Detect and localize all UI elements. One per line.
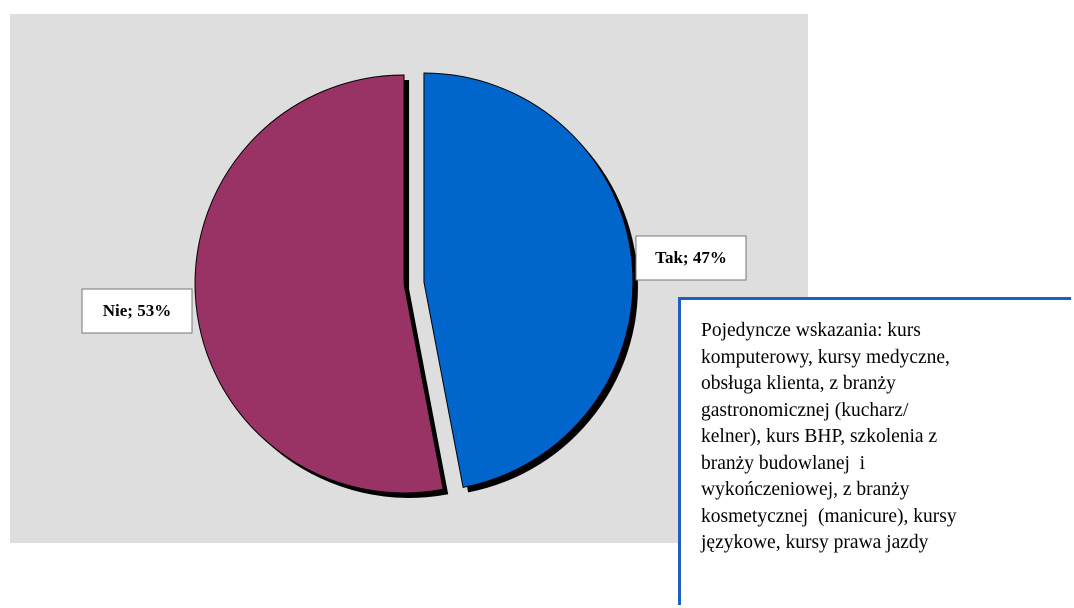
slice <box>423 72 634 488</box>
labels: Tak; 47% Nie; 53% <box>81 235 747 334</box>
annotation-line: obsługa klienta, z branży <box>701 373 896 394</box>
annotation-line: językowe, kursy prawa jazdy <box>701 532 929 553</box>
data-label: Tak; 47% <box>655 248 727 267</box>
annotation-line: Pojedyncze wskazania: kurs <box>701 320 921 341</box>
annotation-line: komputerowy, kursy medyczne, <box>701 346 950 368</box>
annotation-line: kelner), kurs BHP, szkolenia z <box>701 426 938 447</box>
slices <box>194 72 638 498</box>
label-box <box>81 288 193 334</box>
annotation-line: gastronomicznej (kucharz/ <box>701 399 909 421</box>
data-label: Nie; 53% <box>103 301 171 320</box>
label-box <box>635 235 747 281</box>
slice <box>194 74 444 494</box>
annotation-line: branży budowlanej i <box>701 452 866 474</box>
annotation-line: wykończeniowej, z branży <box>701 479 910 500</box>
annotation: Pojedyncze wskazania: kurs komputerowy, k… <box>678 297 1071 605</box>
annotation-line: kosmetycznej (manicure), kursy <box>701 505 957 527</box>
